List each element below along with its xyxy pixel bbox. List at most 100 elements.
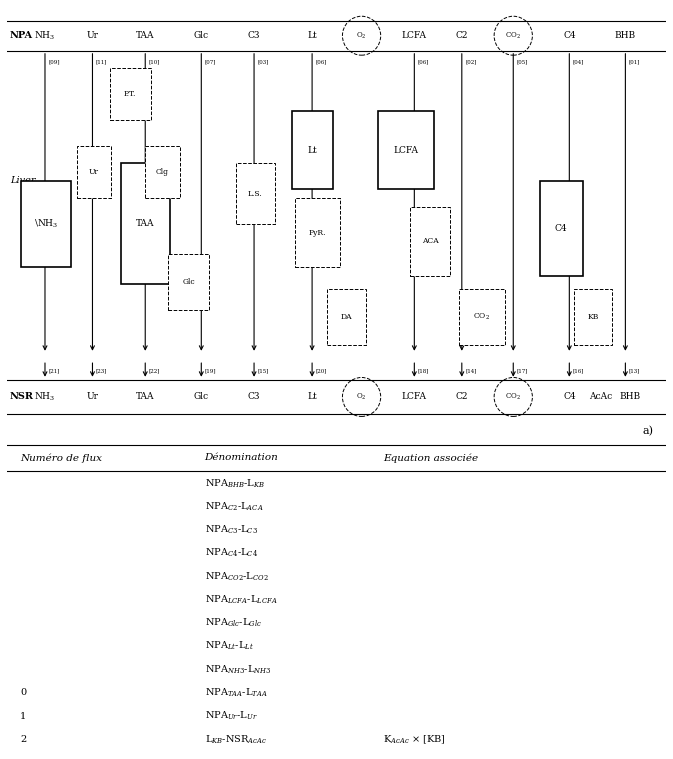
Text: Dénomination: Dénomination xyxy=(205,453,279,462)
Bar xyxy=(540,181,583,276)
Text: TAA: TAA xyxy=(137,219,155,228)
Text: [23]: [23] xyxy=(96,369,107,373)
Text: [04]: [04] xyxy=(573,59,584,65)
Text: O$_2$: O$_2$ xyxy=(356,30,367,41)
Bar xyxy=(295,198,340,267)
Text: NPA$_{NH3}$-L$_{NH3}$: NPA$_{NH3}$-L$_{NH3}$ xyxy=(205,663,271,676)
Text: NPA$_{BHB}$-L$_{KB}$: NPA$_{BHB}$-L$_{KB}$ xyxy=(205,477,264,490)
Bar xyxy=(168,254,209,310)
Text: Lt: Lt xyxy=(308,146,317,155)
Text: LCFA: LCFA xyxy=(394,146,419,155)
Text: C2: C2 xyxy=(456,31,468,40)
Text: NPA$_{C4}$-L$_{C4}$: NPA$_{C4}$-L$_{C4}$ xyxy=(205,547,258,559)
Text: P.T.: P.T. xyxy=(124,90,136,98)
Text: K$_{AcAc}$ × [KB]: K$_{AcAc}$ × [KB] xyxy=(383,733,446,745)
Text: NPA$_{CO2}$-L$_{CO2}$: NPA$_{CO2}$-L$_{CO2}$ xyxy=(205,570,269,583)
Text: [19]: [19] xyxy=(205,369,216,373)
Text: CO$_2$: CO$_2$ xyxy=(505,392,521,402)
Text: Lt: Lt xyxy=(307,392,317,402)
Bar xyxy=(110,68,151,120)
Text: [02]: [02] xyxy=(465,59,476,65)
Text: Lt: Lt xyxy=(307,31,317,40)
Text: ACA: ACA xyxy=(422,238,439,245)
Text: [21]: [21] xyxy=(48,369,60,373)
Text: L.S.: L.S. xyxy=(248,190,262,197)
Bar xyxy=(378,112,434,189)
Text: KB: KB xyxy=(588,313,599,321)
Text: NH$_3$: NH$_3$ xyxy=(34,30,56,42)
Text: NPA$_{Ur}$-L$_{Ur}$: NPA$_{Ur}$-L$_{Ur}$ xyxy=(205,710,257,723)
Text: [20]: [20] xyxy=(316,369,327,373)
Text: [06]: [06] xyxy=(418,59,429,65)
Text: [15]: [15] xyxy=(257,369,269,373)
Text: Equation associée: Equation associée xyxy=(383,453,478,462)
Text: AcAc: AcAc xyxy=(589,392,612,402)
Text: [13]: [13] xyxy=(629,369,640,373)
Text: [16]: [16] xyxy=(573,369,584,373)
Text: [01]: [01] xyxy=(629,59,640,65)
Text: NPA$_{C3}$-L$_{C3}$: NPA$_{C3}$-L$_{C3}$ xyxy=(205,524,258,536)
Text: LCFA: LCFA xyxy=(402,31,427,40)
Text: [07]: [07] xyxy=(205,59,216,65)
Text: C2: C2 xyxy=(456,392,468,402)
Text: [18]: [18] xyxy=(418,369,429,373)
Text: Liver: Liver xyxy=(10,176,36,185)
Text: L$_{KB}$-NSR$_{AcAc}$: L$_{KB}$-NSR$_{AcAc}$ xyxy=(205,733,267,745)
Text: Clg: Clg xyxy=(156,168,169,176)
Text: [03]: [03] xyxy=(257,59,269,65)
Text: NPA$_{Glc}$-L$_{Glc}$: NPA$_{Glc}$-L$_{Glc}$ xyxy=(205,616,262,629)
Text: C4: C4 xyxy=(563,31,575,40)
Text: BHB: BHB xyxy=(615,31,636,40)
Bar xyxy=(411,206,450,276)
Bar xyxy=(22,181,71,267)
Text: CO$_2$: CO$_2$ xyxy=(505,30,521,41)
Text: Glc: Glc xyxy=(194,392,209,402)
Text: Ur: Ur xyxy=(86,392,98,402)
Text: CO$_2$: CO$_2$ xyxy=(473,312,490,322)
Bar xyxy=(291,112,333,189)
Text: TAA: TAA xyxy=(136,31,155,40)
Text: [17]: [17] xyxy=(517,369,528,373)
Text: NH$_3$: NH$_3$ xyxy=(34,391,56,403)
Bar xyxy=(236,163,275,224)
Text: O$_2$: O$_2$ xyxy=(356,392,367,402)
Bar xyxy=(327,288,365,345)
Text: NPA: NPA xyxy=(10,31,33,40)
Text: NPA$_{TAA}$-L$_{TAA}$: NPA$_{TAA}$-L$_{TAA}$ xyxy=(205,686,267,699)
Text: [06]: [06] xyxy=(316,59,327,65)
Text: [05]: [05] xyxy=(517,59,528,65)
Text: C4: C4 xyxy=(563,392,575,402)
Text: BHB: BHB xyxy=(619,392,641,402)
Text: PyR.: PyR. xyxy=(309,228,326,237)
Text: TAA: TAA xyxy=(136,392,155,402)
Text: LCFA: LCFA xyxy=(402,392,427,402)
Text: \NH$_3$: \NH$_3$ xyxy=(34,218,58,230)
Text: [10]: [10] xyxy=(149,59,160,65)
Text: NPA$_{Lt}$-L$_{Lt}$: NPA$_{Lt}$-L$_{Lt}$ xyxy=(205,640,254,653)
Text: Ur: Ur xyxy=(86,31,98,40)
Text: 0: 0 xyxy=(20,688,26,698)
Text: [14]: [14] xyxy=(465,369,476,373)
Text: a): a) xyxy=(642,426,653,436)
Text: [09]: [09] xyxy=(48,59,60,65)
Bar xyxy=(458,288,505,345)
Text: C4: C4 xyxy=(555,224,567,233)
Text: C3: C3 xyxy=(248,31,260,40)
Bar xyxy=(77,146,111,198)
Text: Glc: Glc xyxy=(194,31,209,40)
Text: DA: DA xyxy=(341,313,352,321)
Text: C3: C3 xyxy=(248,392,260,402)
Bar xyxy=(574,288,612,345)
Text: Numéro de flux: Numéro de flux xyxy=(20,453,102,462)
Text: [22]: [22] xyxy=(149,369,160,373)
Bar xyxy=(145,146,180,198)
Bar xyxy=(121,163,170,285)
Text: 2: 2 xyxy=(20,735,26,744)
Text: [11]: [11] xyxy=(96,59,107,65)
Text: NSR: NSR xyxy=(10,392,34,402)
Text: 1: 1 xyxy=(20,711,26,720)
Text: NPA$_{LCFA}$-L$_{LCFA}$: NPA$_{LCFA}$-L$_{LCFA}$ xyxy=(205,594,277,606)
Text: Ur: Ur xyxy=(89,168,99,176)
Text: NPA$_{C2}$-L$_{ACA}$: NPA$_{C2}$-L$_{ACA}$ xyxy=(205,500,263,513)
Text: Glc: Glc xyxy=(182,279,195,286)
